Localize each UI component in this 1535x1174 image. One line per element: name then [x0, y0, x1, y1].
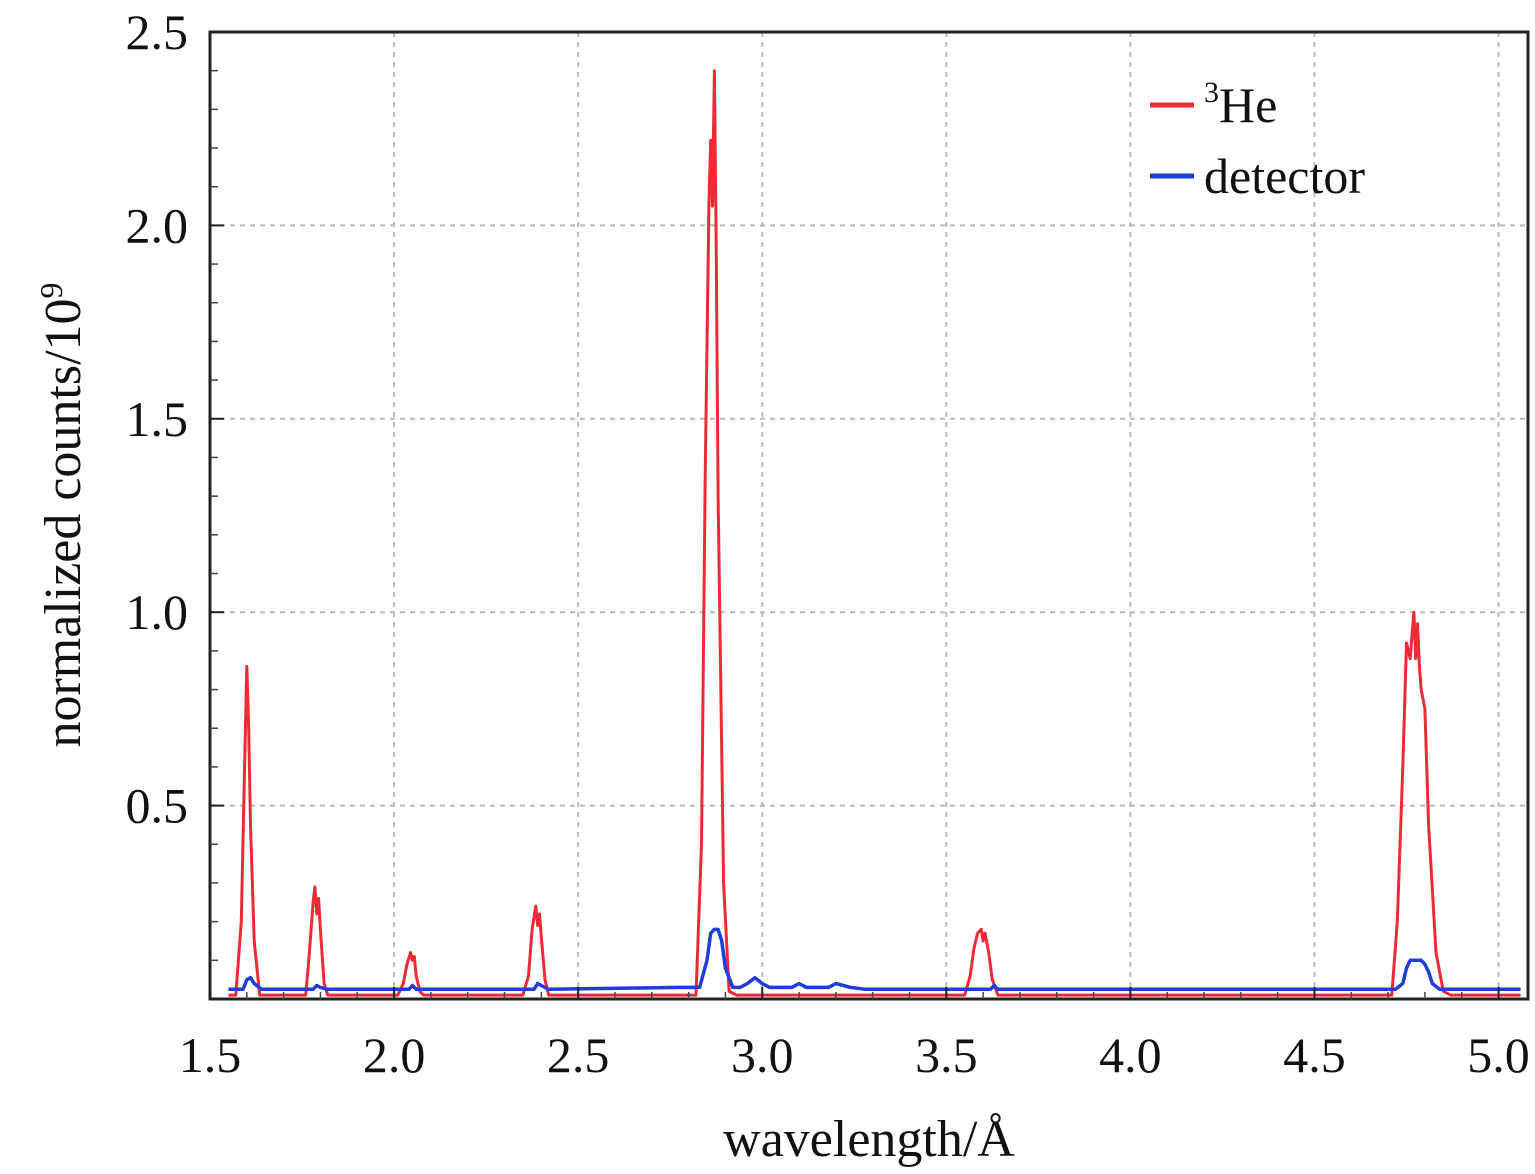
x-tick-label: 2.0: [363, 1027, 426, 1083]
y-tick-label: 1.5: [126, 391, 189, 447]
x-tick-label: 5.0: [1467, 1027, 1530, 1083]
grid: [209, 31, 1528, 999]
legend-label-he3-text: He: [1219, 77, 1277, 133]
y-tick-label: 0.5: [126, 778, 189, 834]
x-tick-label: 2.5: [547, 1027, 610, 1083]
legend: 3He detector: [1150, 76, 1365, 204]
legend-label-he3-superscript: 3: [1204, 76, 1219, 109]
series-layer: [228, 69, 1521, 997]
y-axis-title-exponent: 9: [33, 282, 69, 298]
plot-frame: [208, 30, 1530, 1001]
ticks: [209, 31, 1500, 999]
x-tick-label: 3.0: [731, 1027, 794, 1083]
legend-label-he3: 3He: [1204, 76, 1277, 133]
x-axis-title: wavelength/Å: [723, 1111, 1015, 1168]
x-tick-label: 4.0: [1099, 1027, 1162, 1083]
y-tick-label: 2.5: [126, 4, 189, 60]
series-line-detector: [228, 927, 1521, 992]
x-tick-label: 1.5: [179, 1027, 242, 1083]
x-tick-label: 4.5: [1283, 1027, 1346, 1083]
y-tick-labels: 0.5 1.0 1.5 2.0 2.5: [126, 4, 189, 834]
y-axis-title: normalized counts/109: [33, 282, 92, 747]
legend-label-detector: detector: [1204, 148, 1365, 204]
y-tick-label: 1.0: [126, 584, 189, 640]
series-line-he3: [228, 69, 1521, 997]
y-tick-label: 2.0: [126, 197, 189, 253]
y-axis-title-text: normalized counts/10: [35, 298, 92, 747]
x-tick-label: 3.5: [915, 1027, 978, 1083]
x-tick-labels: 1.5 2.0 2.5 3.0 3.5 4.0 4.5 5.0: [179, 1027, 1530, 1083]
